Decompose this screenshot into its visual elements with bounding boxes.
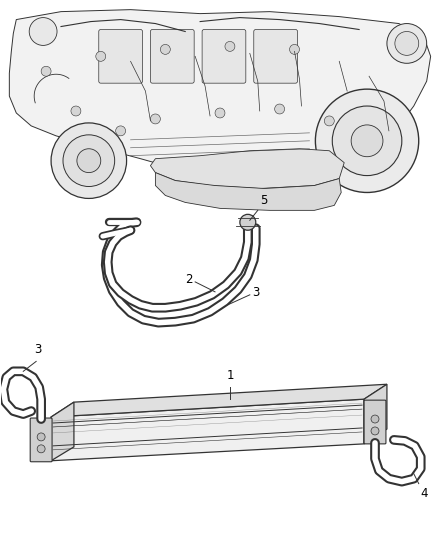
Text: 4: 4 (421, 487, 428, 499)
Circle shape (37, 433, 45, 441)
Circle shape (160, 44, 170, 54)
Polygon shape (9, 10, 431, 189)
Circle shape (71, 106, 81, 116)
Circle shape (315, 89, 419, 192)
FancyBboxPatch shape (150, 29, 194, 83)
Text: 3: 3 (252, 286, 259, 300)
FancyBboxPatch shape (364, 400, 386, 444)
Polygon shape (51, 402, 74, 461)
Circle shape (371, 427, 379, 435)
Circle shape (225, 42, 235, 51)
Circle shape (275, 104, 285, 114)
Circle shape (150, 114, 160, 124)
Polygon shape (364, 384, 387, 444)
Circle shape (332, 106, 402, 175)
Circle shape (290, 44, 300, 54)
Circle shape (51, 123, 127, 198)
Circle shape (29, 18, 57, 45)
Circle shape (240, 214, 256, 230)
Circle shape (215, 108, 225, 118)
Circle shape (387, 23, 427, 63)
Circle shape (63, 135, 115, 187)
Text: 1: 1 (226, 369, 234, 382)
Text: 2: 2 (185, 273, 192, 286)
Circle shape (324, 116, 334, 126)
Polygon shape (150, 149, 344, 189)
Text: 3: 3 (34, 343, 42, 357)
Circle shape (77, 149, 101, 173)
Circle shape (41, 66, 51, 76)
FancyBboxPatch shape (254, 29, 297, 83)
Circle shape (395, 31, 419, 55)
Circle shape (37, 445, 45, 453)
Circle shape (116, 126, 126, 136)
FancyBboxPatch shape (202, 29, 246, 83)
Polygon shape (51, 399, 364, 461)
Polygon shape (155, 173, 341, 211)
FancyBboxPatch shape (30, 418, 52, 462)
Text: 5: 5 (260, 195, 267, 207)
Polygon shape (51, 384, 387, 417)
FancyBboxPatch shape (99, 29, 142, 83)
Circle shape (96, 51, 106, 61)
Circle shape (371, 415, 379, 423)
Circle shape (351, 125, 383, 157)
